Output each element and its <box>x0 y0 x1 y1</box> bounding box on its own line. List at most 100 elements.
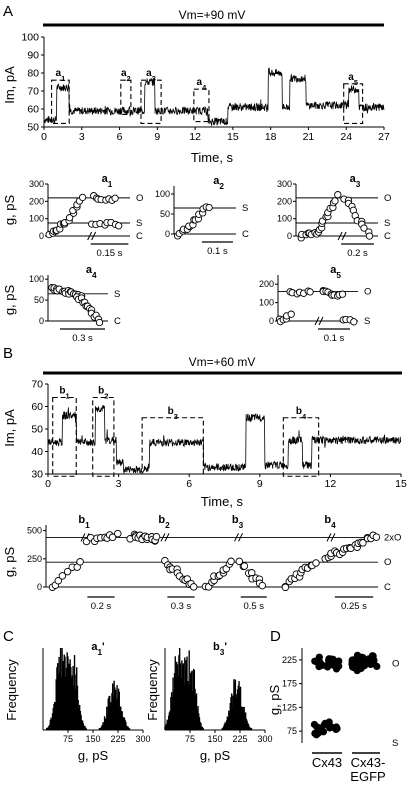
g-point <box>281 583 290 592</box>
ylabel-a: Im, pA <box>2 66 17 104</box>
x-tick-label: 12 <box>325 478 337 490</box>
y-tick-label: 75 <box>287 726 297 736</box>
histogram-b3: 75 150 225 300 b3' Frequency g, pS <box>145 641 273 763</box>
ylabel-hist2: Frequency <box>145 659 160 721</box>
axis-break <box>87 231 93 241</box>
subpanel-a5: 0 100 200 O S 0.1 s a5 <box>259 264 371 344</box>
group-label-cx43-egfp: Cx43- <box>351 755 386 770</box>
state-label: O <box>384 557 391 568</box>
state-label-o: O <box>392 658 399 669</box>
x-tick-label: 9 <box>257 478 263 490</box>
scale-label: 0.2 s <box>347 248 368 259</box>
y-tick-label: 100 <box>21 32 39 44</box>
panel-letter-a: A <box>3 3 13 20</box>
g-point <box>108 533 117 542</box>
x-tick-label: 225 <box>110 734 125 744</box>
selection-box-a5 <box>343 83 364 124</box>
axis-break <box>326 533 332 542</box>
point-open <box>348 658 356 666</box>
g-point <box>65 214 74 222</box>
x-tick-label: 15 <box>395 478 407 490</box>
group-label-cx43-egfp-2: EGFP <box>350 769 385 784</box>
g-point <box>360 224 368 232</box>
subpanel-label-b1: b1 <box>78 514 90 530</box>
y-tick-label: 225 <box>282 655 297 665</box>
y-tick-label: 200 <box>277 196 292 206</box>
g-point <box>306 288 314 296</box>
box-label-a3: a3 <box>146 68 156 83</box>
ylabel-b: Im, pA <box>2 409 17 447</box>
g-point <box>205 203 213 212</box>
y-tick-label: 60 <box>31 401 43 413</box>
x-tick-label: 15 <box>227 131 239 143</box>
g-point <box>115 222 123 230</box>
selection-box-a3 <box>140 79 162 124</box>
y-tick-label: 100 <box>277 214 292 224</box>
axis-break <box>234 533 239 542</box>
g-point <box>240 562 249 570</box>
y-tick-label: 0 <box>165 229 170 239</box>
subpanel-a3: 0 100 200 300 O SC 0.2 s a3 <box>277 173 391 259</box>
y-tick-label: 300 <box>29 179 44 189</box>
y-tick-label: 0 <box>269 316 274 326</box>
y-tick-label: 200 <box>259 279 274 289</box>
group-label-cx43: Cx43 <box>312 755 342 770</box>
ylabel-ga4: g, pS <box>2 284 17 315</box>
y-tick-label: 200 <box>29 196 44 206</box>
subpanel-label-b4: b4 <box>324 514 336 530</box>
state-label: O <box>136 193 143 204</box>
g-point <box>78 193 87 202</box>
trace-b-plot: 30 40 50 60 70 0 3 6 9 12 15 b1 b2 b3 b4 <box>31 379 407 491</box>
axis-break <box>341 231 347 241</box>
current-trace <box>47 405 402 475</box>
g-point <box>227 557 235 566</box>
g-point <box>258 581 267 590</box>
y-tick-label: 70 <box>27 86 39 98</box>
histogram-a1: 75 150 225 300 a1' Frequency g, pS <box>4 641 151 763</box>
y-tick-label: 0 <box>37 582 42 592</box>
axis-break <box>314 316 320 326</box>
selection-box-b4 <box>282 417 320 477</box>
y-tick-label: 0 <box>287 231 292 241</box>
state-label: S <box>136 218 142 229</box>
g-point <box>63 567 72 576</box>
g-point <box>312 559 320 567</box>
x-tick-label: 300 <box>257 734 272 744</box>
xlabel-hist2: g, pS <box>200 748 231 763</box>
state-label: C <box>384 582 391 593</box>
point-sub <box>321 719 329 727</box>
g-point <box>372 533 381 541</box>
axis-break <box>337 231 343 241</box>
scale-label: 0.2 s <box>91 601 112 612</box>
state-label: S <box>114 289 120 300</box>
g-point <box>365 232 374 240</box>
ylabel-gb: g, pS <box>2 546 17 577</box>
state-label: O <box>384 193 391 204</box>
g-point <box>331 197 339 205</box>
y-tick-label: 0 <box>39 231 44 241</box>
subpanel-label: a5 <box>330 264 341 280</box>
state-label: C <box>242 229 249 240</box>
ylabel-hist1: Frequency <box>4 659 19 721</box>
g-point <box>189 583 198 591</box>
y-tick-label: 500 <box>27 526 42 536</box>
subpanel-label: a2 <box>213 175 224 191</box>
y-tick-label: 300 <box>277 179 292 189</box>
g-point <box>350 318 358 326</box>
g-point <box>111 194 119 202</box>
g-point <box>58 572 67 580</box>
selection-box-a4 <box>193 88 210 123</box>
xlabel-b: Time, s <box>201 494 244 509</box>
axis-break <box>238 533 243 542</box>
y-tick-label: 100 <box>259 298 274 308</box>
axis-break <box>318 316 324 326</box>
g-point <box>338 290 347 298</box>
axis-break <box>91 231 97 241</box>
y-tick-label: 90 <box>27 50 39 62</box>
point-open <box>329 658 337 666</box>
x-tick-label: 75 <box>185 734 195 744</box>
g-point <box>95 318 104 327</box>
trace-a-plot: 50 60 70 80 90 100 0 3 6 9 12 15 18 21 24 27 a1 a2 a3 a4 a5 <box>21 32 390 144</box>
scale-label: 0.5 s <box>243 601 264 612</box>
